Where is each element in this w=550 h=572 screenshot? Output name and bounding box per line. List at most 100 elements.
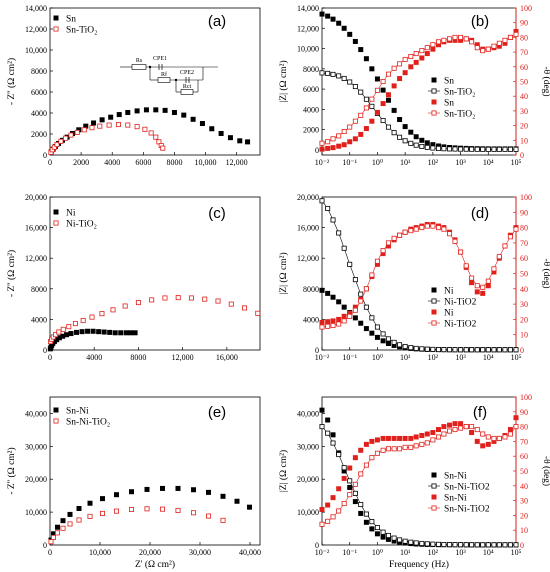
data-point — [380, 118, 386, 124]
data-point — [53, 332, 59, 338]
data-point — [352, 307, 358, 313]
data-point — [424, 431, 430, 437]
y2-tick-label: 90 — [520, 208, 528, 217]
data-point — [66, 324, 72, 330]
data-point — [402, 435, 408, 441]
data-point — [374, 258, 380, 264]
data-point — [347, 492, 353, 498]
x-tick-label: 10,000 — [89, 548, 111, 557]
y2-axis-label: -θ (deg) — [541, 456, 550, 486]
data-point — [447, 347, 453, 353]
data-point — [336, 321, 342, 327]
data-point — [480, 48, 486, 54]
y-tick-label: 16,000 — [297, 224, 319, 233]
data-point — [341, 142, 347, 148]
data-point — [408, 129, 414, 135]
data-point — [149, 297, 155, 303]
data-point — [51, 144, 57, 150]
data-point — [341, 304, 347, 310]
data-point — [330, 294, 336, 300]
x-axis-label: Frequency (Hz) — [389, 559, 449, 570]
data-point — [363, 56, 369, 62]
y-tick-label: 8000 — [31, 285, 47, 294]
y-tick-label: 10,000 — [25, 508, 47, 517]
data-point — [347, 478, 353, 484]
data-point — [319, 146, 325, 152]
y2-tick-label: 100 — [520, 4, 532, 13]
data-point — [458, 146, 464, 152]
data-point — [447, 146, 453, 152]
data-point — [419, 540, 425, 546]
data-point — [68, 331, 74, 337]
data-point — [347, 124, 353, 130]
legend-marker — [53, 209, 59, 215]
data-point — [68, 132, 74, 138]
x-tick-label: 4000 — [86, 353, 102, 362]
legend-label: Sn-Ni — [66, 407, 89, 417]
legend-marker — [53, 26, 59, 32]
y2-tick-label: 50 — [520, 78, 528, 87]
y2-tick-label: 90 — [520, 408, 528, 417]
data-point — [319, 287, 325, 293]
data-point — [507, 431, 513, 437]
data-point — [188, 295, 194, 301]
data-point — [385, 340, 391, 346]
data-point — [234, 498, 240, 504]
data-point — [363, 96, 369, 102]
data-point — [397, 342, 403, 348]
data-point — [485, 146, 491, 152]
data-point — [374, 450, 380, 456]
data-point — [424, 440, 430, 446]
data-point — [115, 122, 121, 128]
data-point — [436, 39, 442, 45]
data-point — [507, 542, 513, 548]
y2-tick-label: 70 — [520, 239, 528, 248]
data-point — [391, 83, 397, 89]
data-point — [413, 51, 419, 57]
data-point — [128, 489, 134, 495]
data-point — [162, 107, 168, 113]
data-point — [441, 37, 447, 43]
data-point — [319, 324, 325, 330]
y-axis-label: |Z| (Ω cm²) — [278, 60, 289, 102]
data-point — [385, 532, 391, 538]
panel-label: (b) — [471, 13, 489, 30]
series-Ni — [47, 328, 138, 352]
data-point — [507, 347, 513, 353]
y2-tick-label: 30 — [520, 107, 528, 116]
y2-tick-label: 100 — [520, 393, 532, 402]
y-tick-label: 8000 — [303, 65, 319, 74]
data-point — [144, 506, 150, 512]
x-axis-label: Z' (Ω cm²) — [135, 559, 175, 570]
data-point — [441, 424, 447, 430]
data-point — [330, 217, 336, 223]
data-point — [330, 432, 336, 438]
data-point — [430, 46, 436, 52]
y2-tick-label: 50 — [520, 270, 528, 279]
y2-tick-label: 60 — [520, 452, 528, 461]
data-point — [474, 438, 480, 444]
y-tick-label: 4000 — [31, 109, 47, 118]
data-point — [474, 283, 480, 289]
data-point — [436, 347, 442, 353]
data-point — [205, 489, 211, 495]
x-tick-label: 10³ — [455, 353, 466, 362]
data-point — [319, 70, 325, 76]
data-point — [469, 430, 475, 436]
data-point — [319, 319, 325, 325]
data-point — [480, 290, 486, 296]
y2-tick-label: 100 — [520, 193, 532, 202]
data-point — [202, 296, 208, 302]
data-point — [413, 540, 419, 546]
data-point — [391, 65, 397, 71]
data-point — [90, 328, 96, 334]
data-point — [452, 347, 458, 353]
y2-tick-label: 90 — [520, 19, 528, 28]
data-point — [325, 502, 331, 508]
y-axis-label: |Z| (Ω cm²) — [278, 252, 289, 294]
data-point — [99, 117, 105, 123]
x-tick-label: 8000 — [130, 353, 146, 362]
series-Sn-Ni — [48, 485, 252, 543]
y-tick-label: 8000 — [303, 285, 319, 294]
